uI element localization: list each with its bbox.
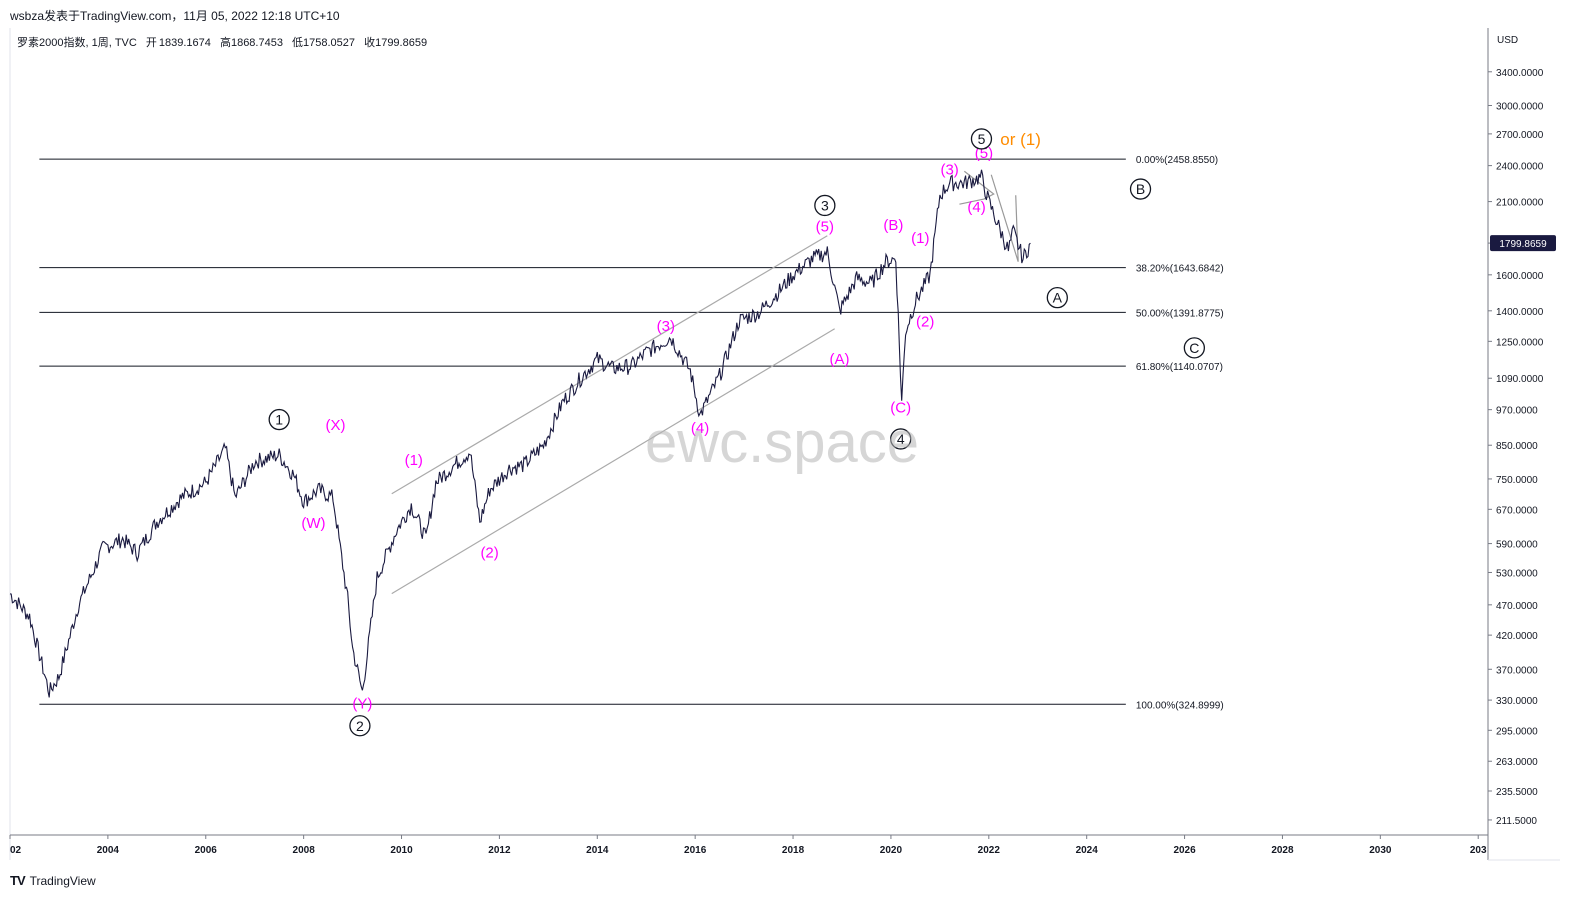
wave-label-circle bbox=[890, 428, 912, 450]
x-tick-label: 2004 bbox=[97, 845, 120, 856]
ohlc-close: 收1799.8659 bbox=[364, 37, 428, 49]
x-tick-label: 2018 bbox=[782, 845, 805, 856]
x-tick-label: 2016 bbox=[684, 845, 707, 856]
y-tick-label: 295.0000 bbox=[1496, 726, 1538, 737]
wave-label-minor: (A) bbox=[830, 351, 850, 368]
wave-label-minor: (2) bbox=[916, 314, 934, 331]
wave-label-major: A bbox=[1053, 290, 1063, 306]
x-tick-label: 2012 bbox=[488, 845, 511, 856]
y-tick-label: 330.0000 bbox=[1496, 696, 1538, 707]
wave-label-minor: (B) bbox=[883, 217, 903, 234]
last-price-label: 1799.8659 bbox=[1499, 239, 1547, 250]
x-tick-label: 2028 bbox=[1271, 845, 1294, 856]
y-tick-label: 370.0000 bbox=[1496, 665, 1538, 676]
fib-level-label: 0.00%(2458.8550) bbox=[1136, 155, 1218, 166]
y-tick-label: 750.0000 bbox=[1496, 475, 1538, 486]
x-tick-label: 2024 bbox=[1076, 845, 1099, 856]
footer-brand: TradingView bbox=[29, 873, 96, 888]
price-line bbox=[9, 169, 1031, 698]
wave-label-circle bbox=[1046, 287, 1068, 309]
alternate-count-label: or (1) bbox=[1000, 130, 1041, 149]
wave-label-minor: (2) bbox=[480, 545, 498, 562]
wave-label-minor: (1) bbox=[911, 230, 929, 247]
ohlc-high: 高1868.7453 bbox=[219, 37, 283, 49]
wave-label-minor: (5) bbox=[816, 218, 834, 235]
y-tick-label: 263.0000 bbox=[1496, 757, 1538, 768]
wave-label-circle bbox=[349, 715, 371, 737]
tradingview-footer[interactable]: TV TradingView bbox=[10, 873, 96, 888]
currency-label: USD bbox=[1497, 35, 1518, 46]
y-tick-label: 590.0000 bbox=[1496, 540, 1538, 551]
y-tick-label: 211.5000 bbox=[1496, 816, 1537, 827]
wave-label-minor: (Y) bbox=[352, 695, 372, 712]
y-tick-label: 1090.0000 bbox=[1496, 374, 1544, 385]
wave-label-major: 5 bbox=[978, 131, 986, 147]
x-tick-label: 2022 bbox=[978, 845, 1001, 856]
ohlc-low: 低1758.0527 bbox=[292, 37, 356, 49]
y-tick-label: 470.0000 bbox=[1496, 601, 1538, 612]
wave-label-major: 3 bbox=[821, 197, 829, 213]
fib-level-label: 50.00%(1391.8775) bbox=[1136, 308, 1224, 319]
x-tick-label: 2020 bbox=[880, 845, 903, 856]
chart-frame bbox=[9, 28, 1560, 861]
wave-label-minor: (4) bbox=[967, 199, 985, 216]
wave-label-minor: (X) bbox=[325, 417, 345, 434]
symbol-name[interactable]: 罗素2000指数, 1周, TVC bbox=[17, 37, 137, 49]
wave-label-circle bbox=[970, 128, 993, 150]
price-series bbox=[9, 169, 1031, 698]
x-tick-label: 2008 bbox=[293, 845, 316, 856]
wave-label-circle bbox=[814, 194, 836, 217]
x-tick-label: 2010 bbox=[390, 845, 413, 856]
last-price-tag bbox=[1490, 235, 1556, 252]
wave-label-major: C bbox=[1189, 340, 1199, 356]
wave-label-circle bbox=[268, 408, 290, 431]
wave-label-major: 1 bbox=[275, 412, 283, 428]
wave-label-minor: (C) bbox=[890, 399, 911, 416]
wave-label-minor: (3) bbox=[657, 318, 675, 335]
wave-label-minor: (3) bbox=[940, 162, 958, 179]
channel-lower-line bbox=[391, 328, 835, 595]
y-tick-label: 2700.0000 bbox=[1496, 130, 1544, 141]
wave-label-major: 4 bbox=[897, 431, 905, 447]
y-tick-label: 2400.0000 bbox=[1496, 162, 1544, 173]
axes: USD 3400.0000 3000.0000 2700.0000 2400.0000 2… bbox=[9, 35, 1556, 856]
wave-label-circle bbox=[1129, 178, 1152, 200]
fib-level-label: 38.20%(1643.6842) bbox=[1136, 264, 1224, 275]
fib-retracement: 0.00%(2458.8550) 38.20%(1643.6842) 50.00%(… bbox=[39, 155, 1224, 711]
wave-label-minor: (1) bbox=[405, 452, 423, 469]
y-tick-label: 1250.0000 bbox=[1496, 337, 1544, 348]
y-tick-label: 3000.0000 bbox=[1496, 101, 1544, 112]
y-tick-label: 1600.0000 bbox=[1496, 271, 1544, 282]
y-tick-label: 670.0000 bbox=[1496, 505, 1538, 516]
y-tick-label: 420.0000 bbox=[1496, 631, 1538, 642]
wave-label-circle bbox=[1183, 337, 1206, 359]
y-tick-label: 3400.0000 bbox=[1496, 68, 1544, 79]
wave-label-major: B bbox=[1136, 181, 1145, 197]
x-tick-label: 2026 bbox=[1173, 845, 1196, 856]
wave-label-minor: (W) bbox=[301, 515, 325, 532]
fib-level-label: 61.80%(1140.0707) bbox=[1136, 362, 1223, 373]
y-tick-label: 1400.0000 bbox=[1496, 307, 1544, 318]
wave-label-minor: (4) bbox=[691, 420, 709, 437]
y-tick-label: 235.5000 bbox=[1496, 787, 1538, 798]
tradingview-logo-icon: TV bbox=[10, 873, 26, 888]
x-tick-label: 2030 bbox=[1369, 845, 1392, 856]
x-tick-label: 2014 bbox=[586, 845, 609, 856]
wave-labels: (W) (X) (Y) (1) (2) (3) (4) (5) (A) (B) (C) (1) (2) (… bbox=[268, 128, 1206, 737]
wedge-pattern bbox=[990, 174, 1019, 262]
y-tick-label: 2100.0000 bbox=[1496, 198, 1544, 209]
y-tick-label: 970.0000 bbox=[1496, 406, 1538, 417]
ohlc-open: 开 1839.1674 bbox=[145, 37, 211, 49]
y-tick-label: 850.0000 bbox=[1496, 441, 1538, 452]
chart-header: wsbza发表于TradingView.com，11月 05, 2022 12:… bbox=[10, 9, 340, 23]
symbol-legend: 罗素2000指数, 1周, TVC 开 1839.1674 高1868.7453 … bbox=[17, 34, 433, 50]
wave-label-major: 2 bbox=[356, 718, 364, 734]
x-tick-label: 2006 bbox=[195, 845, 218, 856]
y-tick-label: 530.0000 bbox=[1496, 568, 1538, 579]
x-tick-label: 203 bbox=[1470, 845, 1487, 856]
fib-level-label: 100.00%(324.8999) bbox=[1136, 700, 1224, 711]
watermark: ewc.space bbox=[645, 410, 919, 475]
x-tick-label: 02 bbox=[10, 845, 22, 856]
